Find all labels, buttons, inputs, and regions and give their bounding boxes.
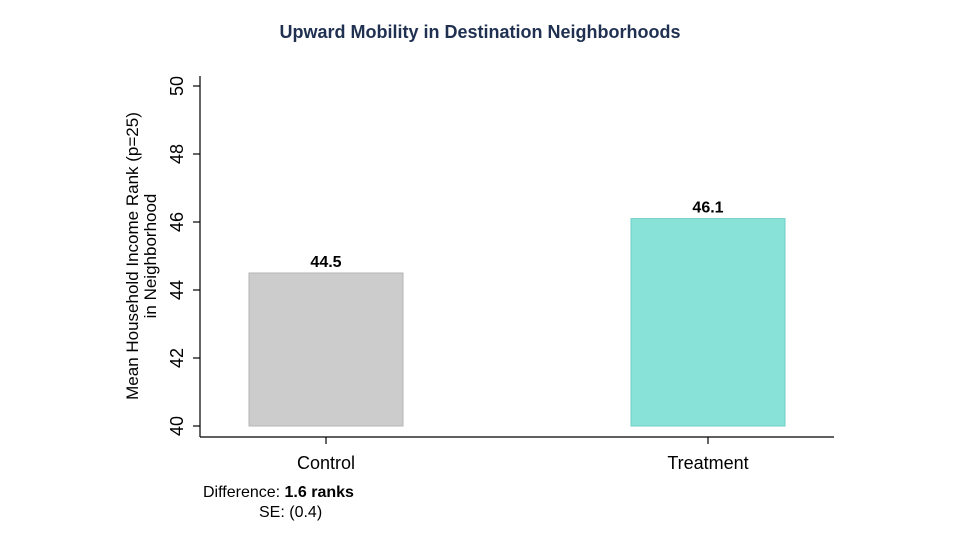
y-tick-label-46: 46: [167, 212, 187, 232]
difference-label: Difference:: [203, 484, 281, 501]
y-tick-label-50: 50: [167, 76, 187, 96]
difference-note: Difference: 1.6 ranks: [203, 484, 354, 502]
bars: 44.5 46.1: [248, 200, 786, 427]
bar-treatment: [630, 218, 786, 427]
y-tick-label-48: 48: [167, 144, 187, 164]
x-tick-label-control: Control: [297, 453, 355, 473]
difference-value: 1.6 ranks: [284, 484, 354, 501]
x-axis-ticks: Control Treatment: [297, 437, 749, 473]
bar-control: [248, 272, 404, 427]
se-value: (0.4): [289, 504, 323, 521]
chart-title: Upward Mobility in Destination Neighborh…: [280, 22, 681, 42]
y-axis-ticks: 40 42 44 46 48 50: [167, 76, 200, 436]
data-label-control: 44.5: [310, 254, 341, 271]
data-label-treatment: 46.1: [692, 200, 723, 217]
se-note: SE: (0.4): [259, 504, 322, 522]
y-axis-title-line-2: in Neighborhood: [141, 194, 160, 319]
x-tick-label-treatment: Treatment: [667, 453, 748, 473]
y-axis-title: Mean Household Income Rank (p=25) in Nei…: [123, 112, 160, 400]
y-tick-label-44: 44: [167, 280, 187, 300]
y-tick-label-40: 40: [167, 416, 187, 436]
y-axis-title-line-1: Mean Household Income Rank (p=25): [123, 112, 142, 400]
se-label: SE:: [259, 504, 285, 521]
y-tick-label-42: 42: [167, 348, 187, 368]
